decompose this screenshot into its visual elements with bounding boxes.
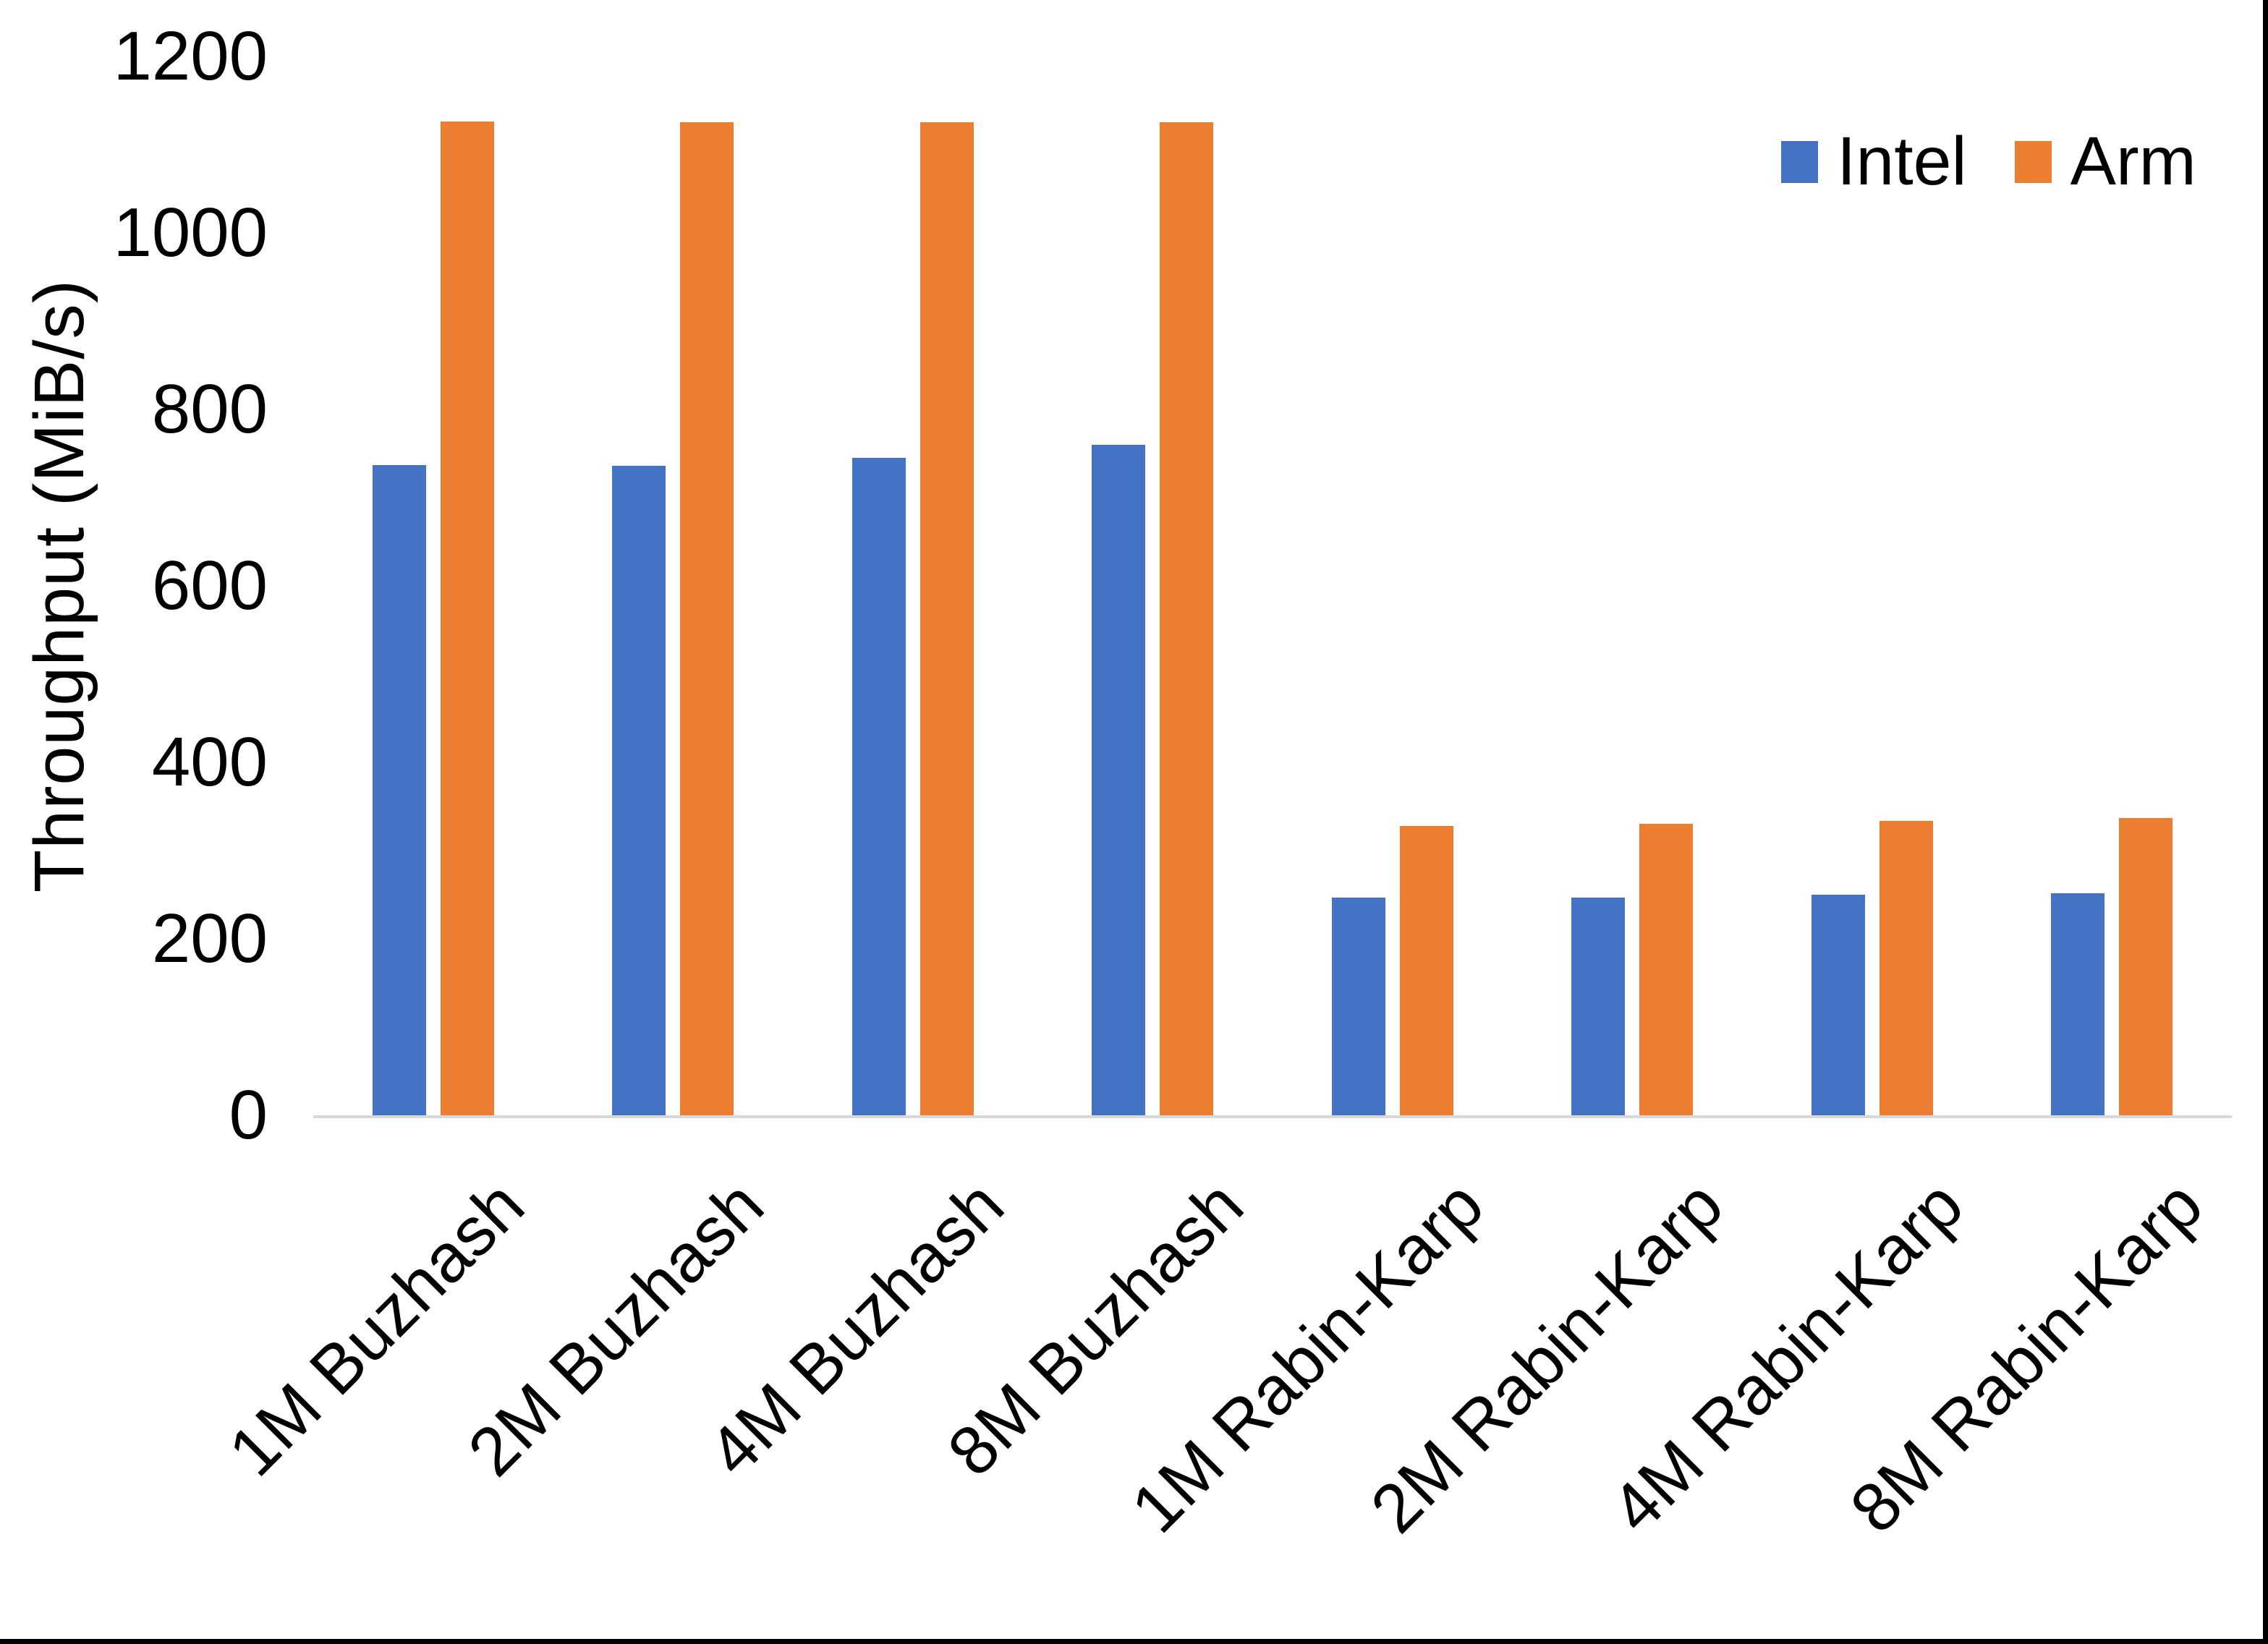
bar-intel-3	[851, 458, 906, 1115]
x-axis-line	[313, 1115, 2232, 1118]
bar-arm-2	[680, 122, 734, 1115]
bar-arm-7	[1879, 821, 1933, 1115]
legend-item-arm: Arm	[2014, 123, 2196, 200]
bar-intel-8	[2051, 893, 2105, 1115]
y-tick-label: 1000	[113, 194, 268, 271]
bar-arm-1	[440, 122, 494, 1115]
y-tick-label: 0	[229, 1076, 268, 1154]
bar-intel-6	[1571, 898, 1626, 1115]
bar-intel-4	[1092, 445, 1146, 1115]
y-tick-label: 200	[151, 900, 268, 977]
legend-label-arm: Arm	[2070, 123, 2196, 200]
bar-arm-3	[919, 122, 974, 1115]
y-tick-label: 600	[151, 547, 268, 624]
bar-intel-2	[612, 466, 666, 1115]
legend-marker-intel	[1781, 140, 1818, 183]
bar-arm-8	[2119, 818, 2173, 1115]
bar-arm-6	[1639, 824, 1694, 1115]
y-tick-label: 800	[151, 370, 268, 448]
bar-intel-1	[372, 465, 426, 1115]
bar-arm-4	[1160, 122, 1214, 1115]
legend-label-intel: Intel	[1837, 123, 1967, 200]
bar-arm-5	[1399, 826, 1453, 1115]
y-tick-label: 1200	[113, 17, 268, 95]
y-tick-label: 400	[151, 723, 268, 801]
legend: Intel Arm	[1781, 127, 2196, 196]
legend-item-intel: Intel	[1781, 127, 1967, 196]
bar-intel-5	[1331, 898, 1385, 1115]
bar-intel-7	[1811, 895, 1865, 1115]
legend-marker-arm	[2014, 140, 2052, 183]
